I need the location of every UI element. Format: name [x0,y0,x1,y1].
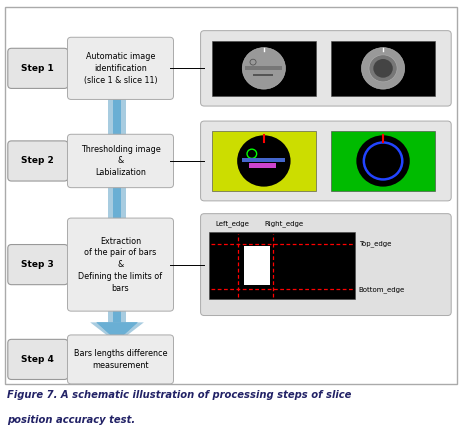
Circle shape [237,135,291,187]
Bar [108,179,126,246]
Bar [5,7,457,384]
Polygon shape [90,322,144,343]
Circle shape [373,59,393,78]
Polygon shape [96,322,138,341]
Polygon shape [96,322,138,341]
Bar [212,41,316,96]
Text: Figure 7. A schematic illustration of processing steps of slice: Figure 7. A schematic illustration of pr… [7,390,351,400]
FancyBboxPatch shape [8,244,68,285]
Text: Automatic image
identification
(slice 1 & slice 11): Automatic image identification (slice 1 … [84,52,157,85]
Text: Step 2: Step 2 [22,157,54,165]
Text: Left_edge: Left_edge [215,221,249,228]
Bar [253,74,273,76]
Bar [209,232,355,299]
Text: Thresholding image
&
Labialization: Thresholding image & Labialization [81,145,160,177]
Text: position accuracy test.: position accuracy test. [7,415,135,425]
Circle shape [361,48,405,89]
FancyBboxPatch shape [8,49,68,88]
Bar [113,283,121,323]
Text: Right_edge: Right_edge [264,221,304,228]
FancyBboxPatch shape [67,335,174,384]
Circle shape [369,55,397,82]
Text: Step 4: Step 4 [22,355,54,364]
Bar [212,131,316,191]
Bar [108,283,126,341]
FancyBboxPatch shape [67,37,174,100]
Text: Step 1: Step 1 [22,64,54,73]
FancyBboxPatch shape [67,134,174,188]
FancyBboxPatch shape [201,121,451,201]
Bar [108,87,126,142]
FancyBboxPatch shape [67,218,174,311]
FancyBboxPatch shape [8,340,68,379]
Bar [113,87,121,142]
Text: Step 3: Step 3 [22,260,54,269]
Text: Top_edge: Top_edge [359,240,391,247]
Circle shape [242,48,285,89]
Bar [108,283,126,323]
Text: Extraction
of the pair of bars
&
Defining the limits of
bars: Extraction of the pair of bars & Definin… [78,236,162,293]
Bar [246,67,282,70]
FancyBboxPatch shape [201,31,451,106]
Text: Bottom_edge: Bottom_edge [359,286,405,293]
Bar [242,158,285,162]
Bar [244,247,270,285]
FancyBboxPatch shape [8,141,68,181]
Bar [331,131,435,191]
Bar [249,164,276,168]
Bar [331,41,435,96]
Circle shape [356,135,410,187]
Bar [113,283,121,341]
Bar [113,179,121,246]
FancyBboxPatch shape [201,213,451,316]
Text: Bars lengths difference
measurement: Bars lengths difference measurement [74,349,167,370]
